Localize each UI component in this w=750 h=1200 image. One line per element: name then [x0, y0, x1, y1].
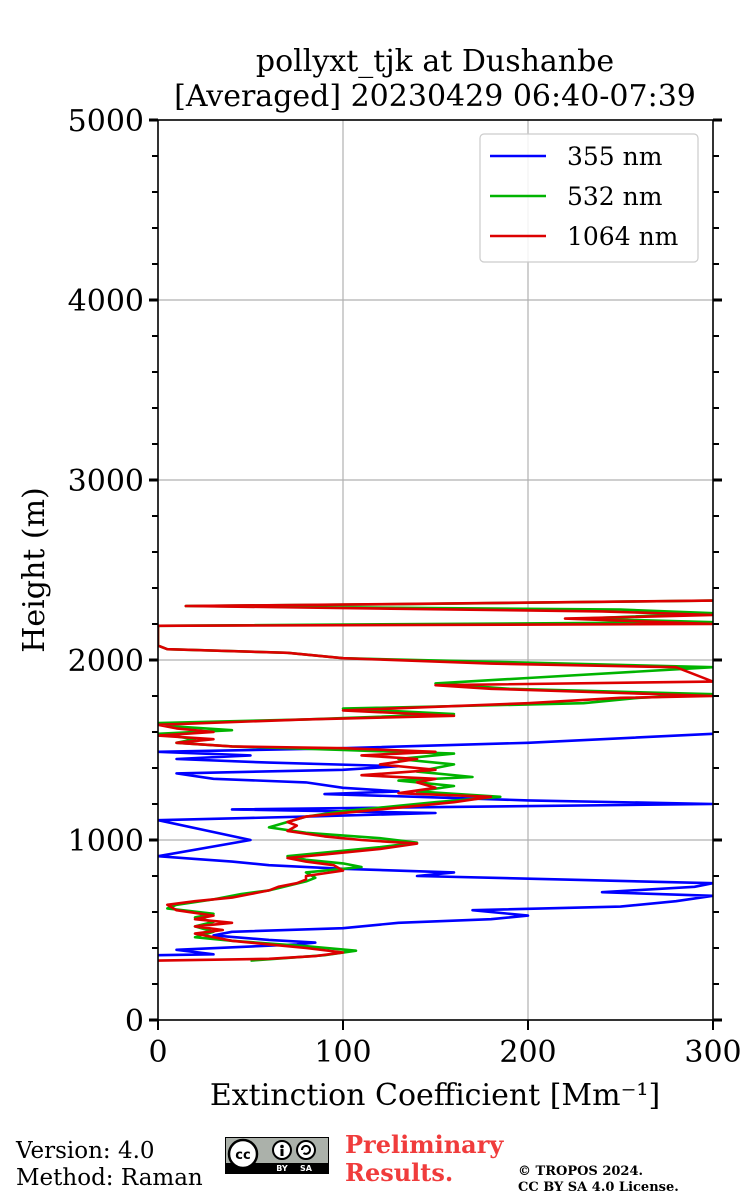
- legend-label: 532 nm: [567, 182, 663, 211]
- preliminary-results-note: Preliminary Results.: [345, 1131, 503, 1187]
- x-tick-label: 300: [684, 1035, 741, 1070]
- y-tick-label: 1000: [68, 824, 144, 859]
- x-tick-label: 100: [314, 1035, 371, 1070]
- y-axis-title: Height (m): [17, 487, 52, 652]
- copyright-line-1: © TROPOS 2024.: [518, 1164, 644, 1179]
- tick-marks: [149, 118, 722, 1030]
- y-tick-label: 3000: [68, 464, 144, 499]
- sa-text: SA: [300, 1164, 313, 1173]
- cc-by-sa-license-badge: cc BY SA: [225, 1137, 329, 1174]
- version-line: Version: 4.0: [16, 1138, 155, 1164]
- series-line-355-nm: [158, 732, 713, 957]
- copyright-notice: © TROPOS 2024. CC BY SA 4.0 License.: [518, 1164, 679, 1196]
- x-tick-label: 200: [499, 1035, 556, 1070]
- cc-text: cc: [235, 1148, 250, 1163]
- plot-frame: [157, 119, 714, 1021]
- legend-label: 355 nm: [567, 142, 663, 171]
- y-tick-label: 2000: [68, 644, 144, 679]
- legend-box: [479, 133, 699, 263]
- method-line: Method: Raman: [16, 1165, 203, 1191]
- chart-title-line-1: pollyxt_tjk at Dushanbe: [256, 44, 614, 79]
- by-text: BY: [276, 1164, 288, 1173]
- x-tick-label: 0: [148, 1035, 167, 1070]
- legend-label: 1064 nm: [567, 222, 679, 251]
- preliminary-line-2: Results.: [345, 1158, 454, 1187]
- series-line-1064-nm: [158, 599, 713, 962]
- data-series: [158, 599, 713, 962]
- version-info: Version: 4.0 Method: Raman: [16, 1138, 203, 1192]
- axes: [157, 119, 714, 1021]
- share-alike-icon: [296, 1140, 316, 1160]
- y-tick-label: 4000: [68, 284, 144, 319]
- chart-title-line-2: [Averaged] 20230429 06:40-07:39: [174, 79, 696, 114]
- y-tick-label: 0: [125, 1004, 144, 1039]
- preliminary-line-1: Preliminary: [345, 1130, 504, 1159]
- chart-title: pollyxt_tjk at Dushanbe [Averaged] 20230…: [174, 44, 696, 114]
- y-tick-label: 5000: [68, 104, 144, 139]
- x-axis-title: Extinction Coefficient [Mm⁻¹]: [210, 1078, 660, 1113]
- legend: 355 nm 532 nm 1064 nm: [479, 133, 699, 263]
- copyright-line-2: CC BY SA 4.0 License.: [518, 1180, 679, 1195]
